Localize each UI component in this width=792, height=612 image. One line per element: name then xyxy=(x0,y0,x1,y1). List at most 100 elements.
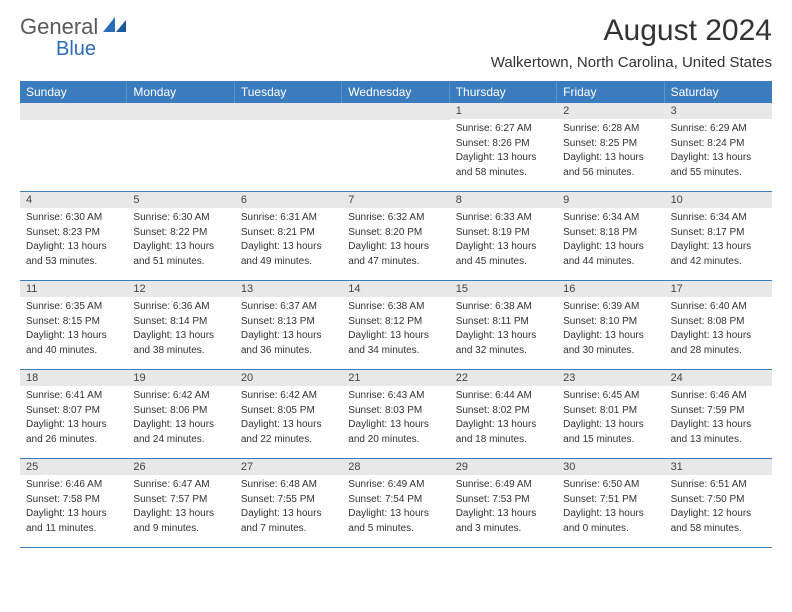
sunset-line: Sunset: 8:19 PM xyxy=(456,226,551,241)
day-content: Sunrise: 6:31 AMSunset: 8:21 PMDaylight:… xyxy=(235,208,342,272)
day-cell: 16Sunrise: 6:39 AMSunset: 8:10 PMDayligh… xyxy=(557,281,664,369)
daylight-line: Daylight: 13 hours and 30 minutes. xyxy=(563,329,658,358)
day-cell: 31Sunrise: 6:51 AMSunset: 7:50 PMDayligh… xyxy=(665,459,772,547)
sunrise-line: Sunrise: 6:50 AM xyxy=(563,478,658,493)
day-content: Sunrise: 6:47 AMSunset: 7:57 PMDaylight:… xyxy=(127,475,234,539)
sunset-line: Sunset: 7:53 PM xyxy=(456,493,551,508)
daylight-line: Daylight: 13 hours and 15 minutes. xyxy=(563,418,658,447)
day-content: Sunrise: 6:43 AMSunset: 8:03 PMDaylight:… xyxy=(342,386,449,450)
sunset-line: Sunset: 8:01 PM xyxy=(563,404,658,419)
day-cell: 4Sunrise: 6:30 AMSunset: 8:23 PMDaylight… xyxy=(20,192,127,280)
sunset-line: Sunset: 8:17 PM xyxy=(671,226,766,241)
day-number: 10 xyxy=(665,192,772,208)
day-content: Sunrise: 6:42 AMSunset: 8:06 PMDaylight:… xyxy=(127,386,234,450)
sunset-line: Sunset: 8:26 PM xyxy=(456,137,551,152)
daylight-line: Daylight: 13 hours and 40 minutes. xyxy=(26,329,121,358)
day-cell xyxy=(20,103,127,191)
logo: General Blue xyxy=(20,14,130,40)
day-cell: 22Sunrise: 6:44 AMSunset: 8:02 PMDayligh… xyxy=(450,370,557,458)
sunrise-line: Sunrise: 6:48 AM xyxy=(241,478,336,493)
day-number xyxy=(235,103,342,120)
daylight-line: Daylight: 13 hours and 47 minutes. xyxy=(348,240,443,269)
day-cell: 21Sunrise: 6:43 AMSunset: 8:03 PMDayligh… xyxy=(342,370,449,458)
daylight-line: Daylight: 13 hours and 18 minutes. xyxy=(456,418,551,447)
day-content: Sunrise: 6:38 AMSunset: 8:11 PMDaylight:… xyxy=(450,297,557,361)
daylight-line: Daylight: 13 hours and 58 minutes. xyxy=(456,151,551,180)
day-number: 21 xyxy=(342,370,449,386)
logo-text-general: General xyxy=(20,14,98,40)
day-number: 20 xyxy=(235,370,342,386)
day-cell: 15Sunrise: 6:38 AMSunset: 8:11 PMDayligh… xyxy=(450,281,557,369)
day-content: Sunrise: 6:32 AMSunset: 8:20 PMDaylight:… xyxy=(342,208,449,272)
sunrise-line: Sunrise: 6:44 AM xyxy=(456,389,551,404)
sunrise-line: Sunrise: 6:46 AM xyxy=(671,389,766,404)
day-number: 4 xyxy=(20,192,127,208)
daylight-line: Daylight: 13 hours and 36 minutes. xyxy=(241,329,336,358)
sunrise-line: Sunrise: 6:47 AM xyxy=(133,478,228,493)
sunrise-line: Sunrise: 6:30 AM xyxy=(133,211,228,226)
sunset-line: Sunset: 8:21 PM xyxy=(241,226,336,241)
day-number xyxy=(342,103,449,120)
sunrise-line: Sunrise: 6:49 AM xyxy=(456,478,551,493)
sunset-line: Sunset: 7:50 PM xyxy=(671,493,766,508)
daylight-line: Daylight: 13 hours and 56 minutes. xyxy=(563,151,658,180)
daylight-line: Daylight: 13 hours and 5 minutes. xyxy=(348,507,443,536)
day-headers-row: Sunday Monday Tuesday Wednesday Thursday… xyxy=(20,81,772,103)
day-content: Sunrise: 6:51 AMSunset: 7:50 PMDaylight:… xyxy=(665,475,772,539)
day-number: 11 xyxy=(20,281,127,297)
daylight-line: Daylight: 13 hours and 26 minutes. xyxy=(26,418,121,447)
day-number: 31 xyxy=(665,459,772,475)
calendar: Sunday Monday Tuesday Wednesday Thursday… xyxy=(20,81,772,548)
sunset-line: Sunset: 7:51 PM xyxy=(563,493,658,508)
daylight-line: Daylight: 13 hours and 3 minutes. xyxy=(456,507,551,536)
sunrise-line: Sunrise: 6:31 AM xyxy=(241,211,336,226)
day-number xyxy=(20,103,127,120)
sunset-line: Sunset: 7:54 PM xyxy=(348,493,443,508)
sunset-line: Sunset: 8:25 PM xyxy=(563,137,658,152)
daylight-line: Daylight: 13 hours and 38 minutes. xyxy=(133,329,228,358)
sunset-line: Sunset: 8:11 PM xyxy=(456,315,551,330)
day-cell: 12Sunrise: 6:36 AMSunset: 8:14 PMDayligh… xyxy=(127,281,234,369)
sunset-line: Sunset: 8:15 PM xyxy=(26,315,121,330)
header: General Blue August 2024 Walkertown, Nor… xyxy=(0,0,792,75)
sunrise-line: Sunrise: 6:41 AM xyxy=(26,389,121,404)
sunrise-line: Sunrise: 6:40 AM xyxy=(671,300,766,315)
day-header-saturday: Saturday xyxy=(665,81,772,103)
daylight-line: Daylight: 13 hours and 42 minutes. xyxy=(671,240,766,269)
month-title: August 2024 xyxy=(491,14,772,48)
daylight-line: Daylight: 13 hours and 53 minutes. xyxy=(26,240,121,269)
day-number: 3 xyxy=(665,103,772,119)
day-number: 2 xyxy=(557,103,664,119)
daylight-line: Daylight: 13 hours and 0 minutes. xyxy=(563,507,658,536)
day-cell xyxy=(342,103,449,191)
day-content: Sunrise: 6:40 AMSunset: 8:08 PMDaylight:… xyxy=(665,297,772,361)
day-content: Sunrise: 6:49 AMSunset: 7:53 PMDaylight:… xyxy=(450,475,557,539)
title-area: August 2024 Walkertown, North Carolina, … xyxy=(491,14,772,71)
day-header-friday: Friday xyxy=(557,81,664,103)
day-content: Sunrise: 6:46 AMSunset: 7:58 PMDaylight:… xyxy=(20,475,127,539)
day-cell: 6Sunrise: 6:31 AMSunset: 8:21 PMDaylight… xyxy=(235,192,342,280)
day-number: 15 xyxy=(450,281,557,297)
daylight-line: Daylight: 13 hours and 34 minutes. xyxy=(348,329,443,358)
sunrise-line: Sunrise: 6:42 AM xyxy=(241,389,336,404)
daylight-line: Daylight: 13 hours and 9 minutes. xyxy=(133,507,228,536)
day-content: Sunrise: 6:30 AMSunset: 8:23 PMDaylight:… xyxy=(20,208,127,272)
sunrise-line: Sunrise: 6:27 AM xyxy=(456,122,551,137)
day-number: 13 xyxy=(235,281,342,297)
sunrise-line: Sunrise: 6:32 AM xyxy=(348,211,443,226)
week-row: 1Sunrise: 6:27 AMSunset: 8:26 PMDaylight… xyxy=(20,103,772,192)
daylight-line: Daylight: 12 hours and 58 minutes. xyxy=(671,507,766,536)
day-header-sunday: Sunday xyxy=(20,81,127,103)
day-number: 16 xyxy=(557,281,664,297)
sunset-line: Sunset: 8:24 PM xyxy=(671,137,766,152)
day-content: Sunrise: 6:45 AMSunset: 8:01 PMDaylight:… xyxy=(557,386,664,450)
day-content: Sunrise: 6:38 AMSunset: 8:12 PMDaylight:… xyxy=(342,297,449,361)
day-number: 30 xyxy=(557,459,664,475)
day-cell: 27Sunrise: 6:48 AMSunset: 7:55 PMDayligh… xyxy=(235,459,342,547)
day-content: Sunrise: 6:49 AMSunset: 7:54 PMDaylight:… xyxy=(342,475,449,539)
day-content: Sunrise: 6:34 AMSunset: 8:17 PMDaylight:… xyxy=(665,208,772,272)
sunset-line: Sunset: 8:23 PM xyxy=(26,226,121,241)
day-header-thursday: Thursday xyxy=(450,81,557,103)
day-content: Sunrise: 6:44 AMSunset: 8:02 PMDaylight:… xyxy=(450,386,557,450)
sunrise-line: Sunrise: 6:49 AM xyxy=(348,478,443,493)
